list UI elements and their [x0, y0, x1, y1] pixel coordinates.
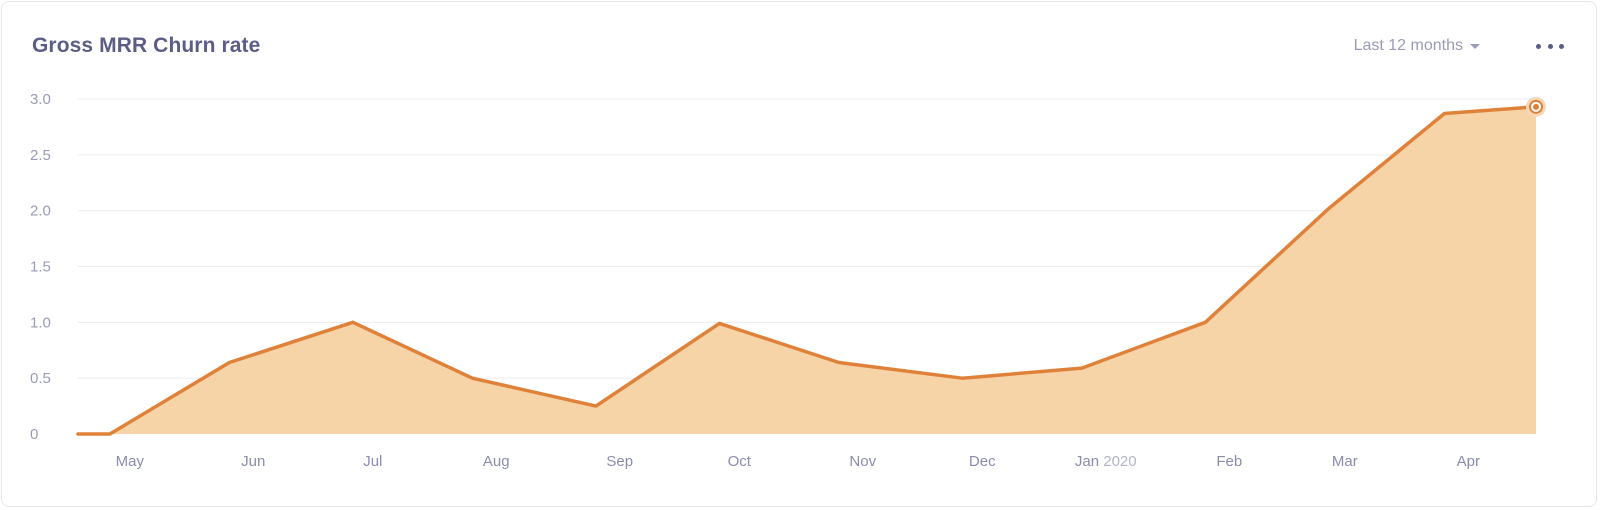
more-options-button[interactable]	[1536, 36, 1564, 56]
date-range-label: Last 12 months	[1353, 37, 1463, 54]
caret-down-icon	[1470, 43, 1480, 49]
y-tick-label: 1.5	[30, 259, 51, 276]
x-tick-label: Mar	[1332, 453, 1358, 470]
x-tick-label: May	[116, 453, 145, 470]
x-tick-label: Nov	[849, 453, 876, 470]
y-tick-label: 2.0	[30, 203, 51, 220]
y-tick-label: 0	[30, 426, 38, 443]
y-tick-label: 2.5	[30, 147, 51, 164]
y-tick-label: 1.0	[30, 314, 51, 331]
chart-title: Gross MRR Churn rate	[32, 34, 261, 57]
x-tick-label: Jun	[241, 453, 265, 470]
last-point-marker	[1533, 103, 1539, 110]
y-tick-label: 0.5	[30, 370, 51, 387]
y-tick-label: 3.0	[30, 91, 51, 108]
x-tick-label: Jan 2020	[1075, 453, 1137, 470]
x-tick-label: Feb	[1216, 453, 1242, 470]
x-tick-label: Oct	[728, 453, 752, 470]
x-tick-label: Apr	[1457, 453, 1480, 470]
x-tick-label: Aug	[483, 453, 510, 470]
plot-area	[76, 96, 1546, 436]
y-axis: 0 0.5 1.0 1.5 2.0 2.5 3.0	[30, 91, 51, 443]
x-tick-year: 2020	[1099, 453, 1137, 470]
x-tick-label: Jul	[363, 453, 382, 470]
more-horizontal-icon	[1559, 43, 1564, 49]
more-horizontal-icon	[1536, 43, 1541, 49]
date-range-dropdown[interactable]: Last 12 months	[1354, 37, 1480, 55]
more-horizontal-icon	[1547, 43, 1553, 49]
x-tick-label: Sep	[606, 453, 633, 470]
x-tick-label: Dec	[969, 453, 996, 470]
area-fill	[78, 106, 1536, 435]
series-line	[76, 105, 1538, 436]
x-axis: May Jun Jul Aug Sep Oct Nov Dec Jan 2020 Feb Mar Ap…	[116, 453, 1480, 470]
